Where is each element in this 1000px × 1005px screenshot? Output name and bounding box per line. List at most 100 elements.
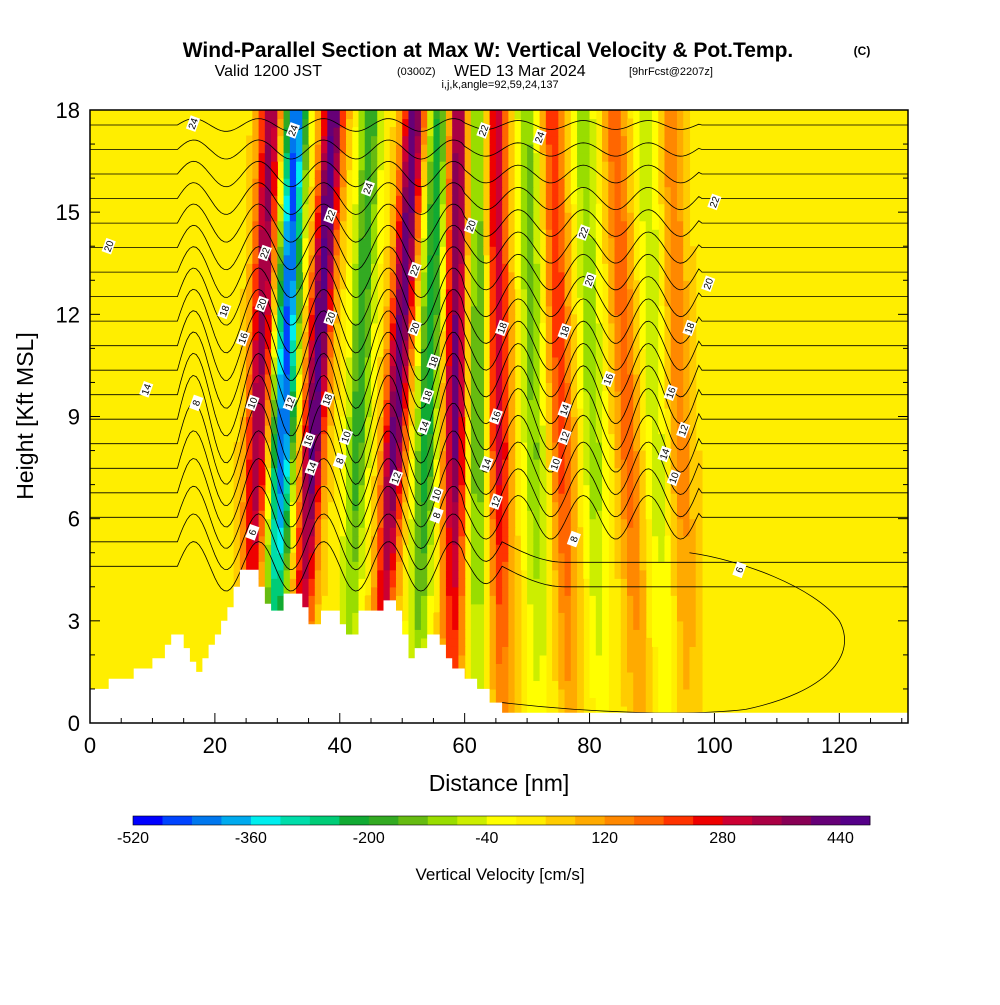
velocity-cell	[377, 399, 385, 409]
velocity-cell	[589, 646, 597, 656]
velocity-cell	[283, 110, 291, 120]
velocity-cell	[420, 527, 428, 537]
velocity-cell	[346, 416, 353, 426]
velocity-cell	[489, 561, 497, 571]
velocity-cell	[395, 484, 403, 494]
velocity-cell	[370, 322, 378, 332]
velocity-cell	[533, 195, 541, 205]
velocity-cell	[664, 365, 672, 375]
velocity-cell	[395, 331, 403, 341]
velocity-cell	[439, 339, 447, 349]
velocity-cell	[370, 263, 378, 273]
velocity-cell	[433, 450, 441, 460]
velocity-cell	[389, 229, 397, 239]
velocity-cell	[614, 305, 628, 315]
velocity-cell	[558, 544, 572, 554]
velocity-cell	[489, 263, 497, 273]
velocity-cell	[289, 186, 297, 196]
theta-contour	[90, 374, 908, 464]
velocity-cell	[595, 220, 603, 230]
velocity-cell	[445, 552, 453, 562]
velocity-cell	[614, 510, 622, 520]
velocity-cell	[545, 212, 553, 222]
velocity-cell	[352, 297, 360, 307]
velocity-cell	[614, 442, 622, 452]
velocity-cell	[445, 169, 453, 179]
velocity-cell	[370, 169, 378, 179]
velocity-cell	[327, 382, 335, 392]
velocity-cell	[489, 654, 497, 664]
velocity-cell	[552, 186, 559, 196]
velocity-cell	[558, 229, 566, 239]
velocity-cell	[539, 407, 547, 418]
velocity-cell	[358, 339, 366, 349]
velocity-cell	[389, 442, 397, 452]
velocity-cell	[233, 569, 241, 579]
velocity-cell	[627, 178, 634, 188]
velocity-cell	[314, 586, 322, 596]
velocity-cell	[520, 561, 528, 571]
velocity-cell	[508, 595, 516, 605]
velocity-cell	[658, 552, 666, 562]
velocity-cell	[527, 152, 534, 162]
velocity-cell	[258, 365, 266, 375]
velocity-cell	[514, 144, 522, 154]
velocity-cell	[358, 603, 366, 613]
velocity-cell	[664, 110, 678, 120]
velocity-cell	[346, 314, 353, 324]
velocity-cell	[645, 646, 653, 656]
velocity-cell	[589, 178, 597, 188]
velocity-cell	[264, 331, 272, 341]
velocity-cell	[358, 331, 366, 341]
velocity-cell	[651, 450, 666, 460]
velocity-cell	[577, 246, 584, 256]
colorbar-swatch	[722, 816, 753, 825]
velocity-cell	[370, 390, 378, 401]
velocity-cell	[645, 671, 653, 682]
velocity-cell	[627, 663, 647, 673]
contour-label-text: 14	[658, 447, 672, 462]
velocity-cell	[464, 186, 472, 196]
velocity-cell	[470, 229, 478, 239]
velocity-cell	[676, 416, 684, 426]
velocity-cell	[683, 135, 691, 145]
velocity-cell	[527, 518, 534, 528]
velocity-cell	[389, 459, 397, 469]
velocity-cell	[420, 356, 428, 367]
velocity-cell	[321, 535, 328, 545]
velocity-cell	[258, 544, 266, 554]
velocity-cell	[633, 365, 641, 375]
colorbar-swatch	[486, 816, 517, 825]
contour-label-text: 22	[708, 195, 722, 210]
velocity-cell	[670, 459, 678, 469]
velocity-cell	[277, 297, 285, 307]
velocity-cell	[533, 365, 541, 375]
velocity-cell	[508, 476, 516, 486]
velocity-cell	[508, 271, 516, 281]
velocity-cell	[352, 271, 360, 281]
velocity-cell	[620, 416, 634, 426]
velocity-cell	[395, 297, 403, 307]
velocity-cell	[414, 612, 422, 622]
velocity-cell	[552, 161, 559, 171]
velocity-cell	[633, 280, 641, 290]
contour-label: 20	[323, 309, 339, 326]
velocity-cell	[302, 425, 310, 435]
velocity-cell	[358, 501, 366, 511]
velocity-cell	[520, 450, 528, 460]
velocity-cell	[352, 501, 360, 511]
velocity-cell	[358, 493, 366, 503]
velocity-cell	[595, 314, 603, 324]
contour-label-text: 6	[247, 528, 259, 537]
velocity-cell	[377, 246, 385, 256]
velocity-cell	[527, 305, 534, 315]
velocity-cell	[420, 169, 428, 179]
velocity-cell	[583, 493, 591, 503]
velocity-cell	[533, 229, 541, 239]
velocity-cell	[495, 254, 503, 264]
velocity-cell	[327, 416, 335, 426]
velocity-cell	[358, 212, 366, 222]
velocity-cell	[383, 254, 391, 264]
velocity-cell	[402, 314, 410, 324]
velocity-cell	[327, 144, 335, 154]
